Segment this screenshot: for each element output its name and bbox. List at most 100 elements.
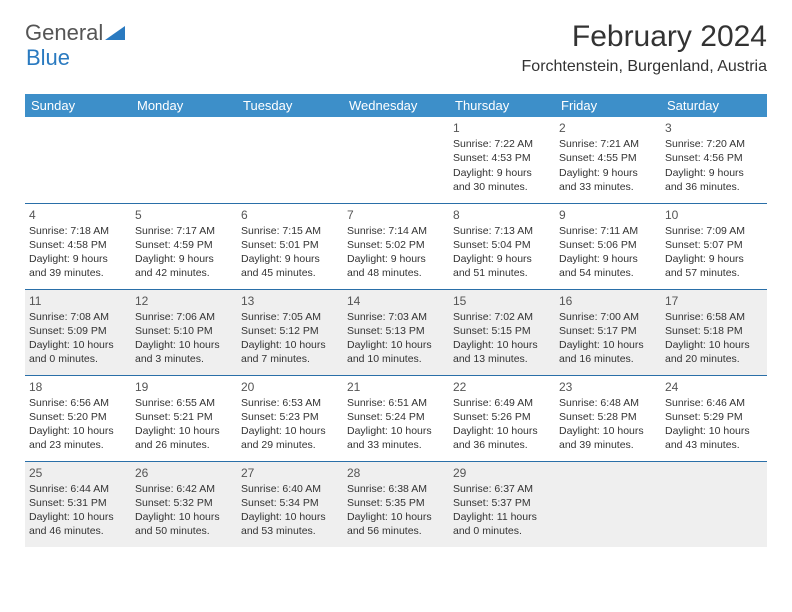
sunrise-line: Sunrise: 7:09 AM [665,224,763,238]
calendar-cell: 1Sunrise: 7:22 AMSunset: 4:53 PMDaylight… [449,117,555,203]
sunrise-line: Sunrise: 6:55 AM [135,396,233,410]
daylight-line: Daylight: 10 hours and 13 minutes. [453,338,551,366]
col-saturday: Saturday [661,94,767,117]
calendar-cell: 6Sunrise: 7:15 AMSunset: 5:01 PMDaylight… [237,203,343,289]
sunset-line: Sunset: 5:18 PM [665,324,763,338]
calendar-cell: 4Sunrise: 7:18 AMSunset: 4:58 PMDaylight… [25,203,131,289]
day-number: 20 [241,379,339,395]
daylight-line: Daylight: 9 hours and 30 minutes. [453,166,551,194]
sunset-line: Sunset: 5:29 PM [665,410,763,424]
calendar-cell: 24Sunrise: 6:46 AMSunset: 5:29 PMDayligh… [661,375,767,461]
sunset-line: Sunset: 5:12 PM [241,324,339,338]
day-number: 4 [29,207,127,223]
calendar-cell [131,117,237,203]
calendar-cell: 14Sunrise: 7:03 AMSunset: 5:13 PMDayligh… [343,289,449,375]
sunset-line: Sunset: 5:02 PM [347,238,445,252]
daylight-line: Daylight: 10 hours and 7 minutes. [241,338,339,366]
sunrise-line: Sunrise: 6:48 AM [559,396,657,410]
calendar-cell: 17Sunrise: 6:58 AMSunset: 5:18 PMDayligh… [661,289,767,375]
daylight-line: Daylight: 9 hours and 36 minutes. [665,166,763,194]
col-thursday: Thursday [449,94,555,117]
day-number: 23 [559,379,657,395]
daylight-line: Daylight: 10 hours and 46 minutes. [29,510,127,538]
calendar-row: 1Sunrise: 7:22 AMSunset: 4:53 PMDaylight… [25,117,767,203]
day-number: 12 [135,293,233,309]
calendar-cell: 25Sunrise: 6:44 AMSunset: 5:31 PMDayligh… [25,461,131,547]
sunset-line: Sunset: 5:28 PM [559,410,657,424]
sunset-line: Sunset: 5:17 PM [559,324,657,338]
day-number: 28 [347,465,445,481]
calendar-row: 4Sunrise: 7:18 AMSunset: 4:58 PMDaylight… [25,203,767,289]
sunrise-line: Sunrise: 7:21 AM [559,137,657,151]
daylight-line: Daylight: 9 hours and 54 minutes. [559,252,657,280]
daylight-line: Daylight: 10 hours and 43 minutes. [665,424,763,452]
sunrise-line: Sunrise: 7:03 AM [347,310,445,324]
calendar-row: 25Sunrise: 6:44 AMSunset: 5:31 PMDayligh… [25,461,767,547]
daylight-line: Daylight: 9 hours and 51 minutes. [453,252,551,280]
col-wednesday: Wednesday [343,94,449,117]
daylight-line: Daylight: 10 hours and 33 minutes. [347,424,445,452]
sunrise-line: Sunrise: 7:11 AM [559,224,657,238]
day-number: 13 [241,293,339,309]
daylight-line: Daylight: 10 hours and 3 minutes. [135,338,233,366]
day-number: 16 [559,293,657,309]
day-number: 9 [559,207,657,223]
sunrise-line: Sunrise: 7:17 AM [135,224,233,238]
calendar-row: 18Sunrise: 6:56 AMSunset: 5:20 PMDayligh… [25,375,767,461]
sunset-line: Sunset: 4:56 PM [665,151,763,165]
day-number: 19 [135,379,233,395]
day-number: 14 [347,293,445,309]
logo-triangle-icon [105,20,125,46]
calendar-cell [555,461,661,547]
day-number: 22 [453,379,551,395]
sunset-line: Sunset: 5:04 PM [453,238,551,252]
daylight-line: Daylight: 10 hours and 20 minutes. [665,338,763,366]
day-number: 17 [665,293,763,309]
day-number: 3 [665,120,763,136]
sunrise-line: Sunrise: 7:18 AM [29,224,127,238]
daylight-line: Daylight: 9 hours and 45 minutes. [241,252,339,280]
sunrise-line: Sunrise: 6:56 AM [29,396,127,410]
sunrise-line: Sunrise: 6:58 AM [665,310,763,324]
calendar-cell: 13Sunrise: 7:05 AMSunset: 5:12 PMDayligh… [237,289,343,375]
day-number: 8 [453,207,551,223]
logo-text-2: Blue [26,45,70,71]
sunrise-line: Sunrise: 7:08 AM [29,310,127,324]
sunset-line: Sunset: 4:55 PM [559,151,657,165]
sunset-line: Sunset: 5:26 PM [453,410,551,424]
sunset-line: Sunset: 5:24 PM [347,410,445,424]
sunset-line: Sunset: 5:34 PM [241,496,339,510]
sunrise-line: Sunrise: 7:20 AM [665,137,763,151]
daylight-line: Daylight: 9 hours and 39 minutes. [29,252,127,280]
calendar-cell: 2Sunrise: 7:21 AMSunset: 4:55 PMDaylight… [555,117,661,203]
day-number: 5 [135,207,233,223]
sunrise-line: Sunrise: 7:15 AM [241,224,339,238]
daylight-line: Daylight: 10 hours and 10 minutes. [347,338,445,366]
day-number: 29 [453,465,551,481]
calendar-cell: 27Sunrise: 6:40 AMSunset: 5:34 PMDayligh… [237,461,343,547]
daylight-line: Daylight: 10 hours and 23 minutes. [29,424,127,452]
sunrise-line: Sunrise: 6:53 AM [241,396,339,410]
calendar-cell: 9Sunrise: 7:11 AMSunset: 5:06 PMDaylight… [555,203,661,289]
daylight-line: Daylight: 9 hours and 57 minutes. [665,252,763,280]
daylight-line: Daylight: 10 hours and 16 minutes. [559,338,657,366]
calendar-cell [661,461,767,547]
calendar-table: Sunday Monday Tuesday Wednesday Thursday… [25,94,767,547]
calendar-cell: 7Sunrise: 7:14 AMSunset: 5:02 PMDaylight… [343,203,449,289]
sunset-line: Sunset: 4:59 PM [135,238,233,252]
calendar-cell: 16Sunrise: 7:00 AMSunset: 5:17 PMDayligh… [555,289,661,375]
day-number: 18 [29,379,127,395]
sunset-line: Sunset: 5:23 PM [241,410,339,424]
sunrise-line: Sunrise: 7:13 AM [453,224,551,238]
daylight-line: Daylight: 10 hours and 39 minutes. [559,424,657,452]
col-tuesday: Tuesday [237,94,343,117]
sunrise-line: Sunrise: 6:49 AM [453,396,551,410]
day-number: 2 [559,120,657,136]
sunrise-line: Sunrise: 6:51 AM [347,396,445,410]
sunset-line: Sunset: 4:53 PM [453,151,551,165]
calendar-cell: 3Sunrise: 7:20 AMSunset: 4:56 PMDaylight… [661,117,767,203]
daylight-line: Daylight: 10 hours and 29 minutes. [241,424,339,452]
sunset-line: Sunset: 4:58 PM [29,238,127,252]
calendar-cell: 20Sunrise: 6:53 AMSunset: 5:23 PMDayligh… [237,375,343,461]
calendar-cell: 12Sunrise: 7:06 AMSunset: 5:10 PMDayligh… [131,289,237,375]
